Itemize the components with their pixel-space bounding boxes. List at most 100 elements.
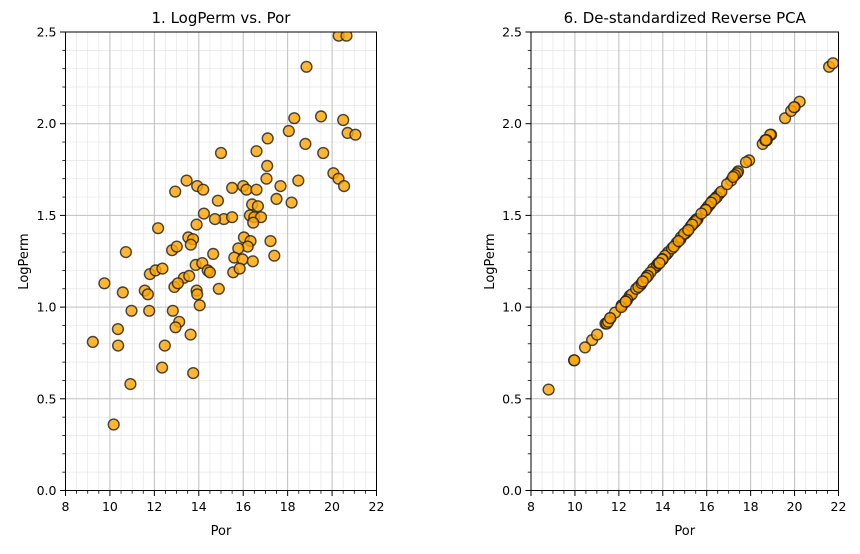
data-point	[107, 418, 120, 431]
scatter-points-right	[542, 57, 839, 396]
data-point	[125, 304, 138, 317]
data-point	[542, 383, 555, 396]
data-point	[116, 286, 129, 299]
data-point	[270, 192, 283, 206]
data-point	[787, 101, 801, 114]
data-point	[208, 213, 222, 226]
y-axis-label-left: LogPerm	[17, 233, 32, 289]
y-tick-label: 0.0	[502, 483, 522, 498]
data-point	[169, 185, 182, 198]
y-tick-label: 1.0	[37, 300, 57, 315]
data-point	[197, 207, 211, 220]
axis-ticks-right: 8 10 12 14 16 18 20 22 0.0 0.5 1.0 1.5 2.0 2.5	[502, 25, 846, 515]
data-point	[337, 113, 350, 127]
y-tick-label: 2.5	[37, 25, 57, 40]
data-point	[193, 299, 206, 312]
data-point	[166, 304, 179, 317]
data-point	[261, 159, 274, 173]
data-point	[207, 247, 220, 261]
data-point	[590, 328, 604, 341]
data-point	[86, 335, 99, 349]
x-tick-label: 14	[191, 499, 207, 514]
data-point	[726, 170, 740, 184]
data-point	[143, 304, 156, 317]
data-point	[214, 146, 228, 160]
data-point	[184, 328, 197, 341]
x-tick-label: 10	[102, 499, 118, 514]
data-point	[282, 124, 295, 138]
data-point	[124, 378, 137, 391]
data-point	[695, 207, 708, 220]
data-point	[169, 321, 182, 334]
y-axis-label-right: LogPerm	[483, 233, 498, 289]
data-point	[246, 255, 259, 268]
data-point	[240, 183, 253, 196]
data-point	[170, 240, 183, 253]
x-tick-label: 18	[743, 499, 759, 514]
left-plot: 8 10 12 14 16 18 20 22 0.0 0.5 1.0 1.5 2.0 2.5 1. Log…	[17, 9, 384, 539]
axis-ticks-left: 8 10 12 14 16 18 20 22 0.0 0.5 1.0 1.5 2.0 2.5	[37, 25, 385, 515]
data-point	[212, 282, 225, 295]
data-point	[98, 277, 111, 290]
data-point	[226, 211, 239, 224]
data-point	[250, 183, 263, 196]
plot-title-left: 1. LogPerm vs. Por	[152, 9, 292, 27]
data-point	[233, 262, 246, 275]
y-tick-label: 0.5	[502, 391, 522, 406]
y-tick-label: 0.0	[37, 483, 57, 498]
x-tick-label: 12	[146, 499, 162, 514]
data-point	[197, 183, 210, 196]
data-point	[156, 262, 169, 275]
axes-spines-right	[530, 31, 839, 491]
data-point	[682, 224, 695, 237]
data-point	[264, 235, 277, 248]
data-point	[578, 341, 592, 354]
x-tick-label: 8	[62, 499, 70, 514]
plot-title-right: 6. De-standardized Reverse PCA	[564, 9, 807, 27]
y-tick-label: 0.5	[37, 391, 57, 406]
axes-spines-left	[65, 31, 377, 491]
x-tick-label: 22	[831, 499, 847, 514]
y-tick-label: 2.0	[502, 116, 522, 131]
data-point	[203, 266, 217, 279]
data-point	[190, 218, 203, 231]
x-tick-label: 10	[567, 499, 583, 514]
data-point	[739, 156, 753, 169]
x-tick-label: 18	[280, 499, 296, 514]
data-point	[156, 361, 169, 374]
data-point	[152, 222, 165, 235]
y-tick-label: 2.0	[37, 116, 57, 131]
data-point	[826, 57, 839, 70]
data-point	[619, 295, 632, 308]
grid-right	[531, 32, 839, 491]
data-point	[111, 323, 125, 336]
data-point	[759, 134, 772, 147]
x-tick-label: 8	[527, 499, 535, 514]
x-tick-label: 14	[655, 499, 671, 514]
data-point	[261, 132, 274, 145]
data-point	[187, 367, 200, 380]
data-point	[183, 269, 196, 283]
x-tick-label: 12	[611, 499, 627, 514]
y-tick-label: 1.5	[502, 208, 522, 223]
data-point	[250, 145, 263, 158]
data-point	[247, 216, 260, 229]
x-tick-label: 16	[235, 499, 251, 514]
y-tick-label: 1.5	[37, 208, 57, 223]
data-point	[603, 312, 617, 325]
data-point	[653, 257, 666, 270]
data-point	[260, 172, 273, 185]
data-point	[158, 339, 171, 352]
x-tick-label: 20	[324, 499, 340, 514]
data-point	[299, 137, 312, 151]
x-tick-label: 16	[699, 499, 715, 514]
data-point	[349, 128, 362, 141]
data-point	[288, 112, 301, 125]
data-point	[338, 180, 351, 193]
data-point	[191, 288, 204, 301]
data-point	[274, 180, 287, 193]
data-point	[211, 194, 225, 207]
data-point	[292, 174, 305, 187]
data-point	[340, 32, 353, 42]
